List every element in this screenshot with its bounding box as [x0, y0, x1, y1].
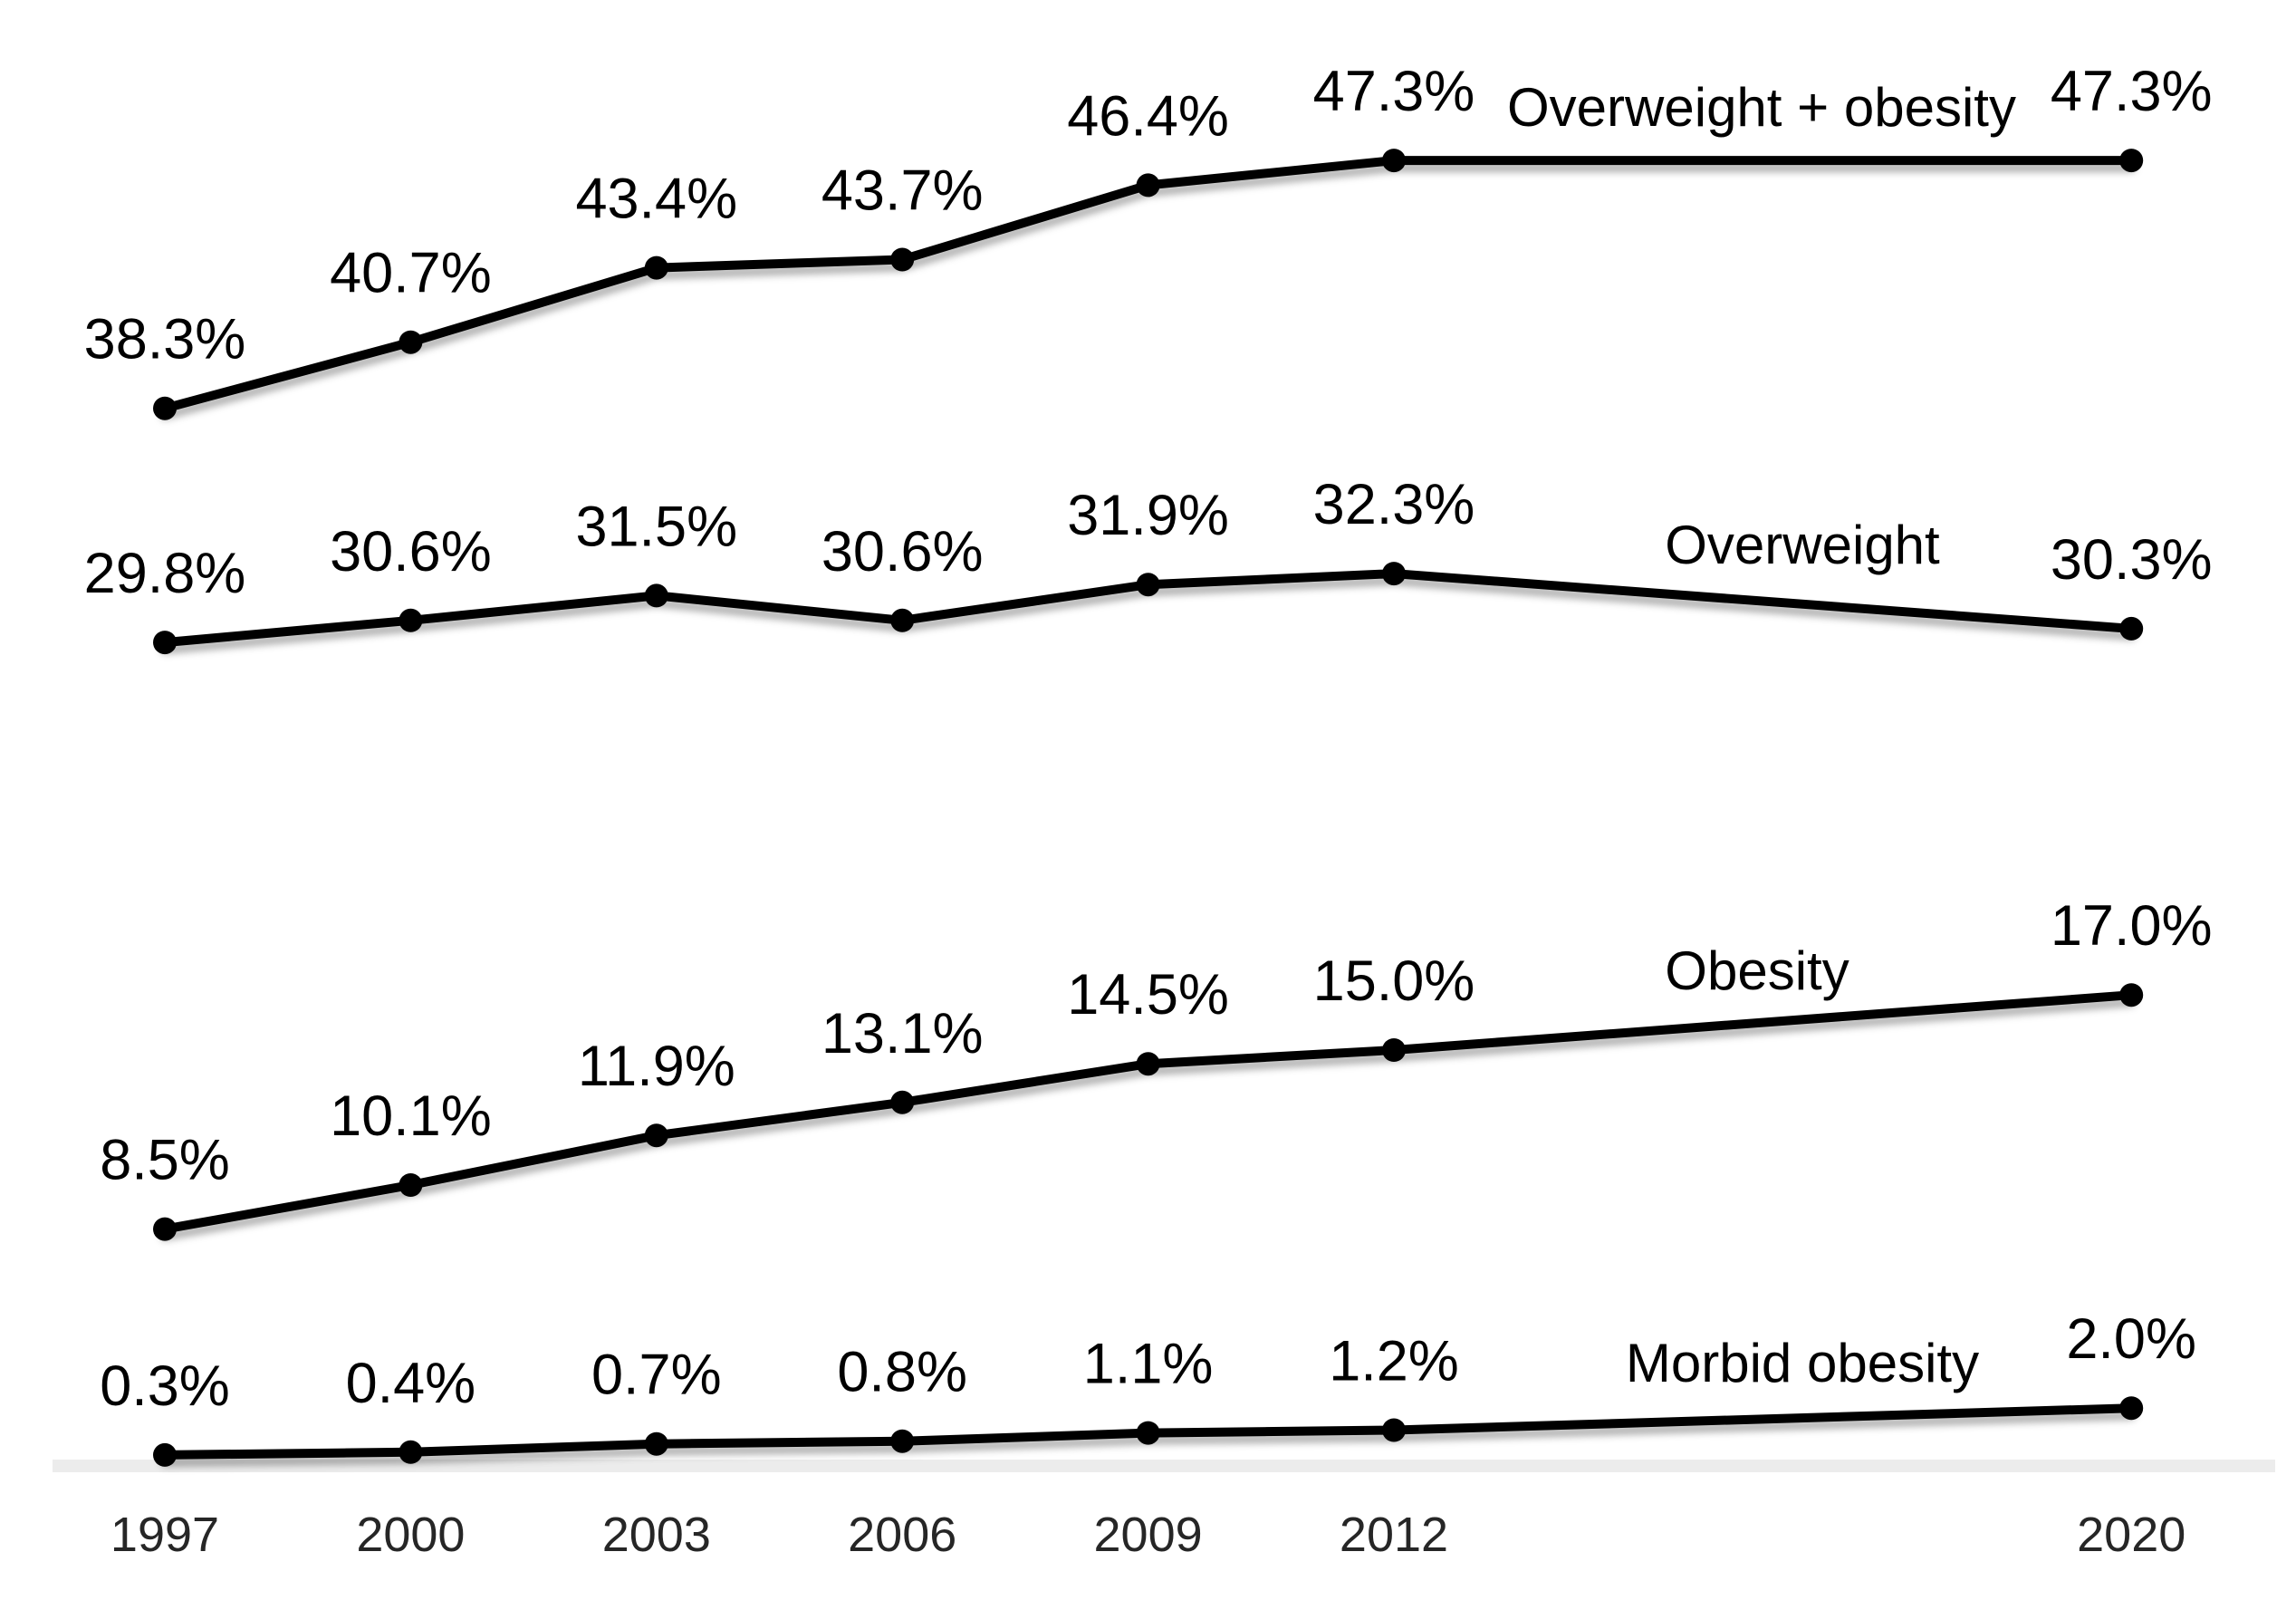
data-point-morbid-obesity-2009 [1136, 1421, 1160, 1445]
data-point-obesity-2006 [890, 1090, 915, 1114]
data-point-label-overweight-obesity-2003: 43.4% [575, 168, 737, 231]
data-point-label-morbid-obesity-2000: 0.4% [346, 1352, 476, 1415]
data-point-label-overweight-2020: 30.3% [2051, 528, 2213, 592]
data-point-label-morbid-obesity-1997: 0.3% [100, 1354, 230, 1418]
data-point-label-obesity-2020: 17.0% [2051, 894, 2213, 958]
data-point-morbid-obesity-2012 [1382, 1418, 1406, 1442]
data-point-overweight-2006 [890, 608, 915, 632]
data-point-overweight-obesity-2006 [890, 247, 915, 272]
data-point-obesity-2020 [2119, 983, 2144, 1007]
data-point-obesity-2003 [644, 1123, 668, 1148]
x-axis-tick-label: 2020 [2077, 1508, 2186, 1562]
data-point-label-overweight-2009: 31.9% [1067, 484, 1229, 547]
data-point-label-overweight-obesity-2000: 40.7% [330, 242, 492, 305]
data-point-overweight-obesity-2020 [2119, 149, 2144, 173]
series-overweight-obesity: 38.3% 40.7% 43.4% 43.7% 46.4% 47.3% 47.3% Overw… [84, 60, 2213, 420]
data-point-overweight-obesity-2009 [1136, 173, 1160, 198]
data-point-label-overweight-obesity-2020: 47.3% [2051, 60, 2213, 123]
x-axis-tick-label: 2000 [356, 1508, 465, 1562]
data-point-label-obesity-1997: 8.5% [100, 1129, 230, 1192]
data-point-overweight-obesity-2012 [1382, 149, 1406, 173]
data-point-morbid-obesity-2006 [890, 1429, 915, 1453]
data-point-overweight-2009 [1136, 573, 1160, 597]
data-point-overweight-2012 [1382, 562, 1406, 586]
data-point-overweight-2000 [399, 608, 423, 632]
data-point-obesity-2012 [1382, 1038, 1406, 1062]
data-point-morbid-obesity-2000 [399, 1440, 423, 1464]
data-point-label-overweight-obesity-2006: 43.7% [821, 159, 984, 223]
data-point-label-overweight-2012: 32.3% [1313, 473, 1475, 536]
x-axis-line [53, 1460, 2275, 1472]
data-point-label-obesity-2006: 13.1% [821, 1002, 984, 1065]
data-point-morbid-obesity-2003 [644, 1431, 668, 1456]
data-point-label-morbid-obesity-2012: 1.2% [1329, 1330, 1459, 1393]
data-point-label-obesity-2009: 14.5% [1067, 963, 1229, 1027]
data-point-overweight-obesity-1997 [153, 396, 177, 420]
data-point-obesity-2009 [1136, 1052, 1160, 1076]
series-name-label-overweight-obesity: Overweight + obesity [1507, 77, 2016, 138]
x-axis-tick-label: 2006 [848, 1508, 956, 1562]
x-axis-tick-label: 2012 [1340, 1508, 1448, 1562]
data-point-overweight-1997 [153, 631, 177, 655]
chart-plot-area: 1997 2000 2003 2006 2009 2012 2020 38.3% 40.7% 43… [53, 60, 2275, 1562]
data-point-label-morbid-obesity-2009: 1.1% [1083, 1333, 1214, 1396]
data-point-label-overweight-obesity-1997: 38.3% [84, 308, 246, 371]
series-morbid-obesity: 0.3% 0.4% 0.7% 0.8% 1.1% 1.2% 2.0% Morbid obesi… [100, 1307, 2196, 1467]
data-point-label-morbid-obesity-2006: 0.8% [837, 1341, 967, 1404]
data-point-label-overweight-1997: 29.8% [84, 542, 246, 605]
series-overweight: 29.8% 30.6% 31.5% 30.6% 31.9% 32.3% 30.3% Overw… [84, 473, 2213, 655]
series-name-label-overweight: Overweight [1665, 515, 1940, 575]
data-point-morbid-obesity-1997 [153, 1442, 177, 1467]
series-name-label-morbid-obesity: Morbid obesity [1626, 1333, 1979, 1393]
data-point-label-overweight-2006: 30.6% [821, 520, 984, 583]
data-point-label-morbid-obesity-2003: 0.7% [591, 1344, 722, 1407]
data-point-overweight-2020 [2119, 616, 2144, 641]
data-point-label-overweight-2000: 30.6% [330, 520, 492, 583]
x-axis-tick-label: 2009 [1094, 1508, 1203, 1562]
data-point-label-obesity-2003: 11.9% [578, 1035, 735, 1098]
data-point-label-overweight-2003: 31.5% [575, 495, 737, 558]
x-axis-tick-label: 1997 [110, 1508, 219, 1562]
data-point-morbid-obesity-2020 [2119, 1396, 2144, 1421]
x-axis-tick-label: 2003 [602, 1508, 711, 1562]
data-point-overweight-obesity-2003 [644, 255, 668, 280]
data-point-overweight-obesity-2000 [399, 330, 423, 354]
data-point-label-overweight-obesity-2012: 47.3% [1313, 60, 1475, 123]
data-point-overweight-2003 [644, 583, 668, 608]
data-point-obesity-1997 [153, 1217, 177, 1241]
series-name-label-obesity: Obesity [1665, 940, 1849, 1001]
data-point-label-obesity-2012: 15.0% [1313, 949, 1475, 1013]
data-point-label-obesity-2000: 10.1% [330, 1084, 492, 1148]
data-point-obesity-2000 [399, 1173, 423, 1197]
data-point-label-overweight-obesity-2009: 46.4% [1067, 84, 1229, 148]
series-obesity: 8.5% 10.1% 11.9% 13.1% 14.5% 15.0% 17.0% Obesit… [100, 894, 2213, 1241]
data-point-label-morbid-obesity-2020: 2.0% [2066, 1307, 2196, 1371]
